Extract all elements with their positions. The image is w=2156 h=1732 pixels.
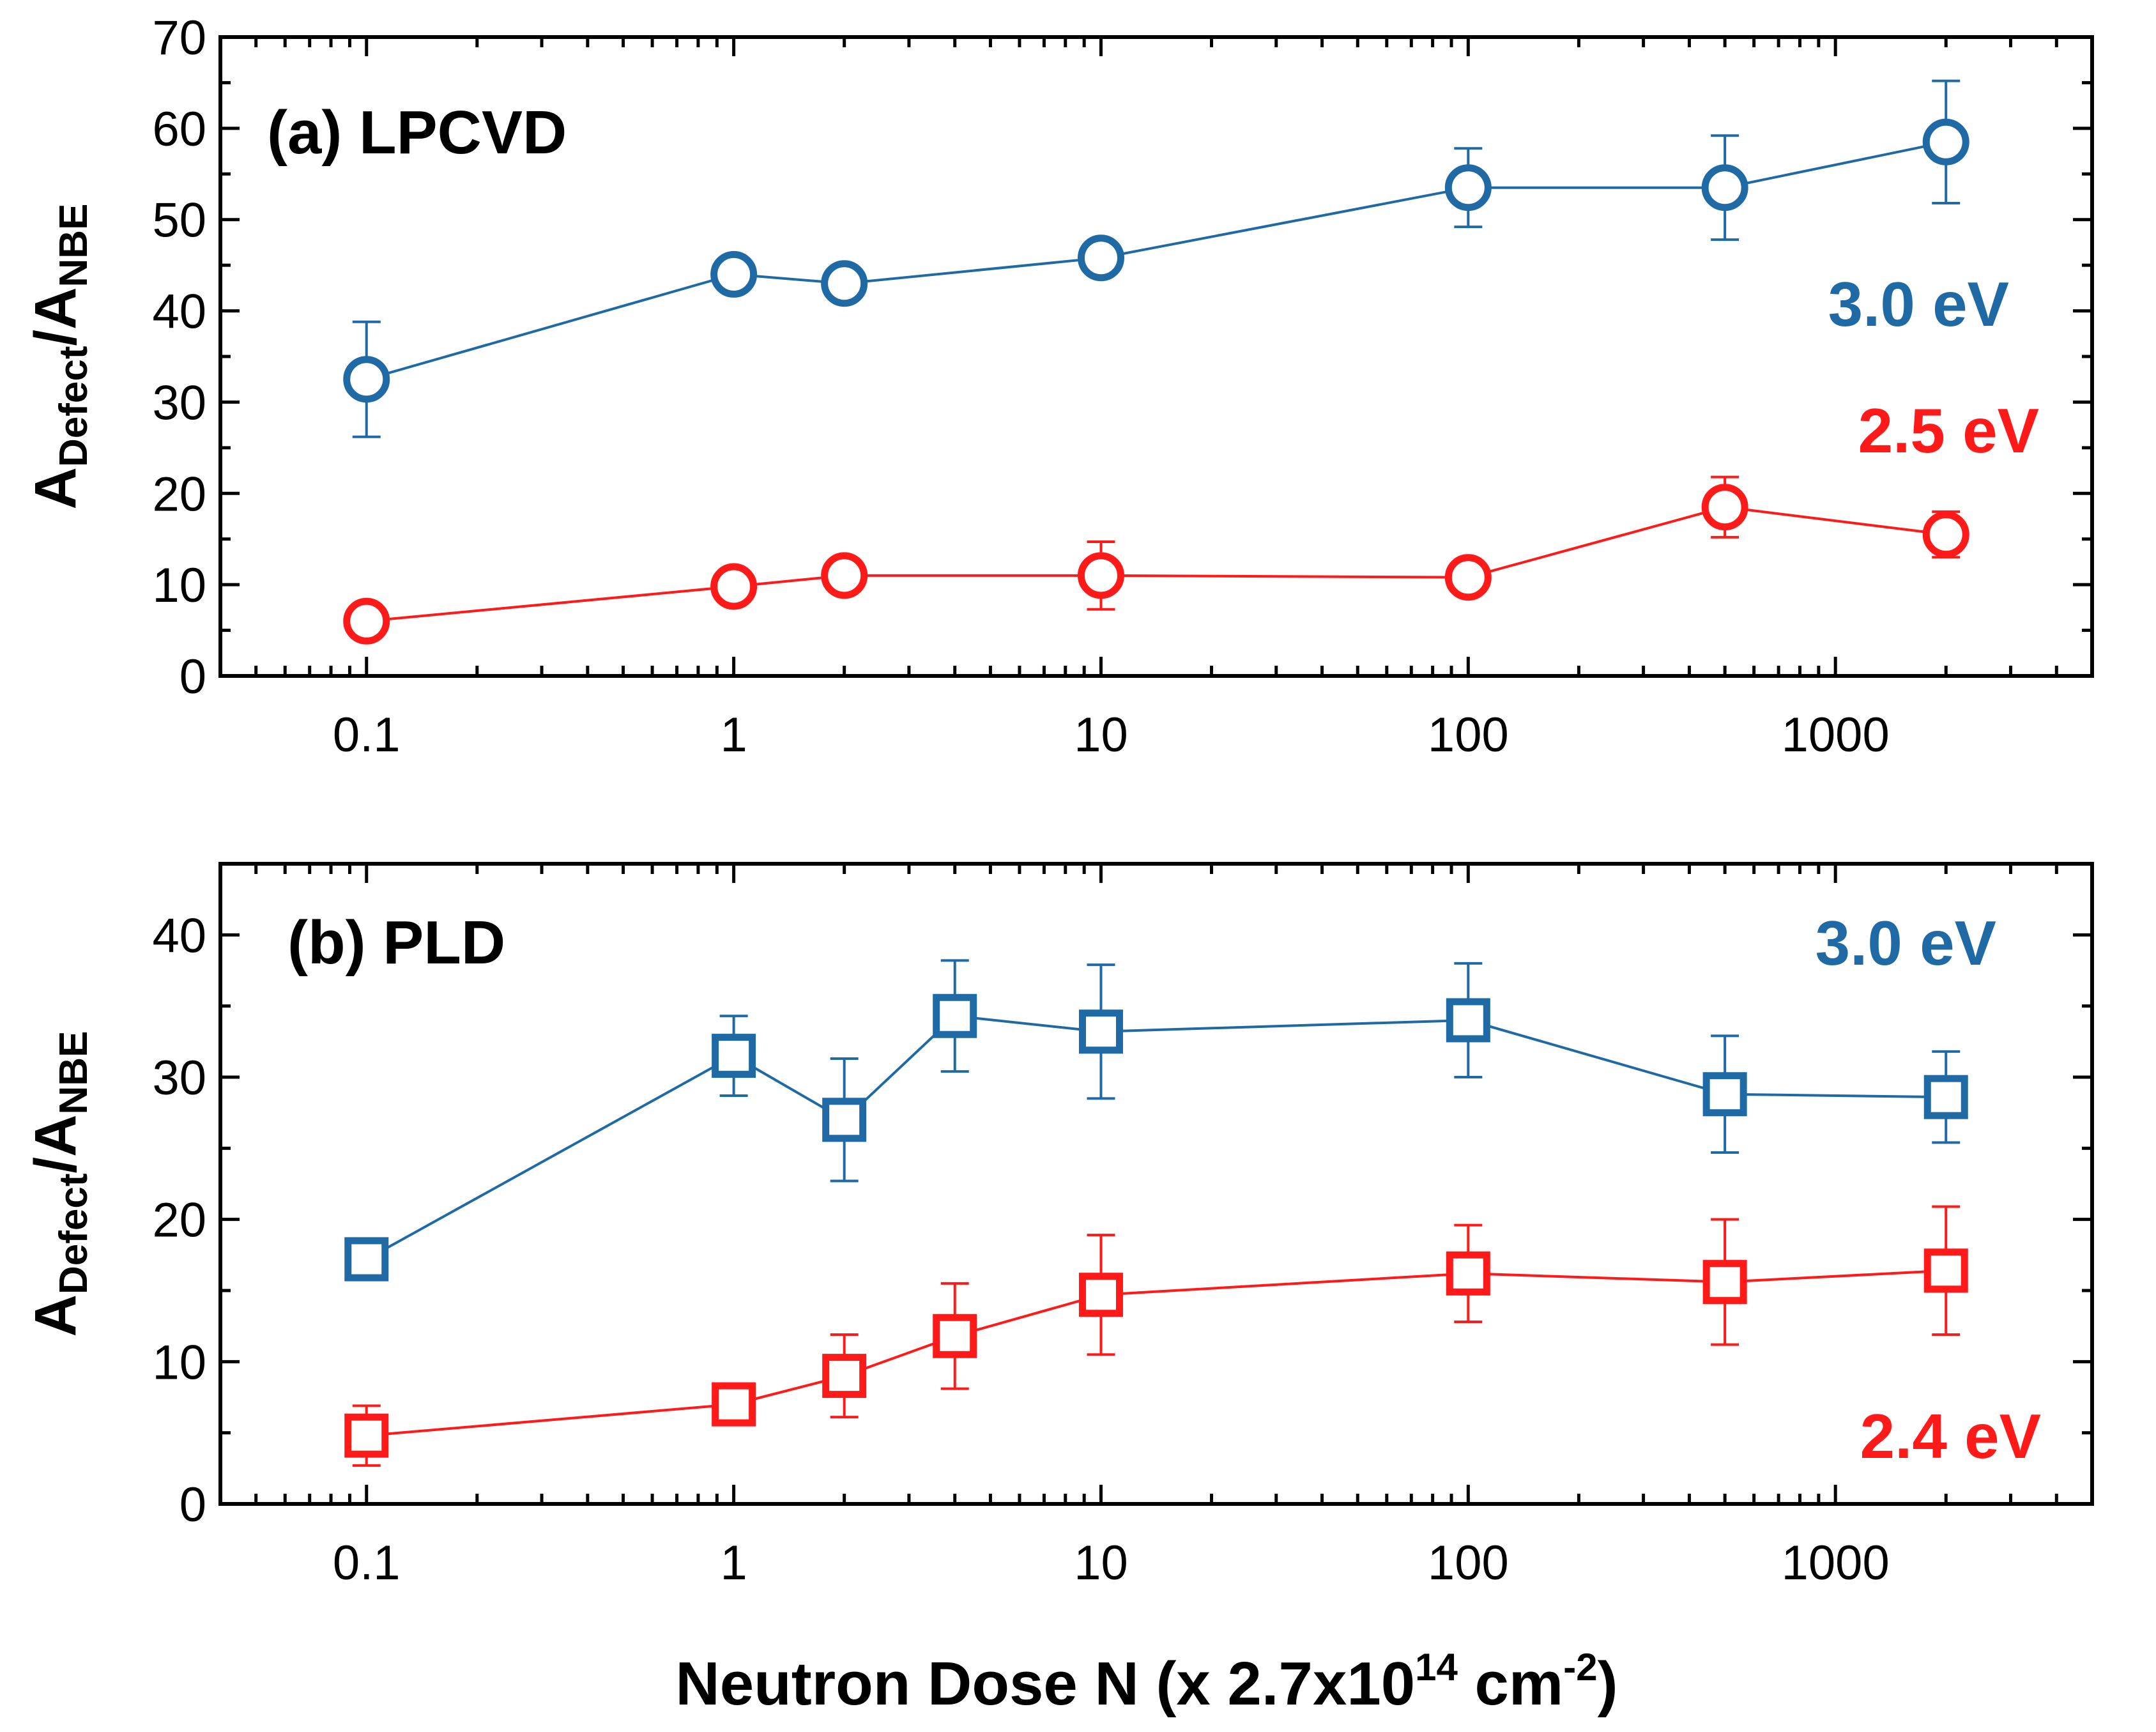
y-tick-label: 0 [180,1478,206,1532]
data-point-2-5-ev [1701,484,1748,531]
panel-a-xtick-labels: 0.1 1 10 100 1000 [333,708,1890,762]
x-tick-label: 10 [1074,1536,1128,1590]
panel-b-series-label-2-4-ev: 2.4 eV [1860,1401,2041,1471]
x-tick-label: 1000 [1782,708,1890,762]
x-axis-title: Neutron Dose N (x 2.7x1014 cm-2) [675,1646,1617,1718]
data-point-3-0-ev [822,1098,867,1142]
data-point-3-0-ev [933,993,977,1038]
data-point-3-0-ev [1701,164,1748,211]
x-tick-label: 10 [1074,708,1128,762]
data-point-3-0-ev [712,1034,756,1078]
y-tick-label: 10 [152,558,206,613]
panel-a-series-label-2-5-ev: 2.5 eV [1858,395,2039,466]
panel-b-series [344,959,1968,1467]
panel-a-series-label-3-0-ev: 3.0 eV [1828,269,2009,339]
x-tick-label: 1 [720,1536,747,1590]
data-point-3-0-ev [1702,1072,1747,1117]
data-point-2-4-ev [712,1382,756,1427]
data-point-2-5-ev [1444,554,1492,601]
panel-b-ytick-labels: 0 10 20 30 40 [152,908,206,1532]
x-tick-label: 0.1 [333,708,401,762]
data-point-2-5-ev [821,552,868,599]
data-point-2-5-ev [710,563,758,610]
y-tick-label: 40 [152,285,206,339]
data-point-3-0-ev [821,260,868,307]
data-point-2-4-ev [933,1314,977,1358]
x-tick-label: 0.1 [333,1536,401,1590]
data-point-2-5-ev [1077,552,1124,599]
panel-a-series [343,79,1969,645]
x-tick-label: 100 [1428,1536,1509,1590]
x-tick-label: 1000 [1782,1536,1890,1590]
data-point-3-0-ev [1444,164,1492,211]
panel-b: 0 10 20 30 40 0.1 1 10 100 1000 (b) PLD 3.0 eV 2… [23,862,2094,1590]
data-point-3-0-ev [1077,234,1124,282]
panel-a-ticks [218,35,2094,678]
y-tick-label: 20 [152,467,206,521]
data-point-2-4-ev [822,1354,867,1399]
data-point-3-0-ev [1922,118,1969,165]
panel-b-label: (b) PLD [287,908,505,977]
panel-b-y-axis-label: ADefect/ANBE [23,1031,96,1337]
data-point-2-4-ev [1702,1260,1747,1305]
data-point-3-0-ev [1923,1075,1968,1119]
y-tick-label: 40 [152,908,206,963]
series-line-3-0-ev [365,1015,1946,1261]
panel-a-label: (a) LPCVD [267,98,567,167]
y-tick-label: 50 [152,194,206,248]
data-point-2-4-ev [1078,1273,1123,1317]
panel-a-ytick-labels: 0 10 20 30 40 50 60 70 [152,11,206,704]
y-tick-label: 30 [152,376,206,430]
y-tick-label: 30 [152,1051,206,1105]
panel-a-y-axis-label: ADefect/ANBE [23,204,96,510]
panel-b-ticks [218,862,2094,1506]
data-point-3-0-ev [1446,998,1490,1043]
data-point-2-5-ev [343,597,390,645]
data-point-2-4-ev [344,1413,389,1458]
data-point-3-0-ev [1078,1009,1123,1054]
panel-b-series-label-3-0-ev: 3.0 eV [1816,908,1996,978]
data-point-3-0-ev [710,250,758,298]
y-tick-label: 70 [152,11,206,65]
y-tick-label: 60 [152,102,206,157]
data-point-3-0-ev [343,356,390,403]
y-tick-label: 10 [152,1335,206,1390]
data-point-2-4-ev [1446,1251,1490,1296]
data-point-3-0-ev [344,1237,389,1282]
y-tick-label: 0 [180,650,206,704]
y-tick-label: 20 [152,1193,206,1248]
x-tick-label: 1 [720,708,747,762]
panel-b-frame [218,862,2094,1506]
data-point-2-5-ev [1922,511,1969,558]
panel-b-xtick-labels: 0.1 1 10 100 1000 [333,1536,1890,1590]
data-point-2-4-ev [1923,1248,1968,1293]
x-tick-label: 100 [1428,708,1509,762]
